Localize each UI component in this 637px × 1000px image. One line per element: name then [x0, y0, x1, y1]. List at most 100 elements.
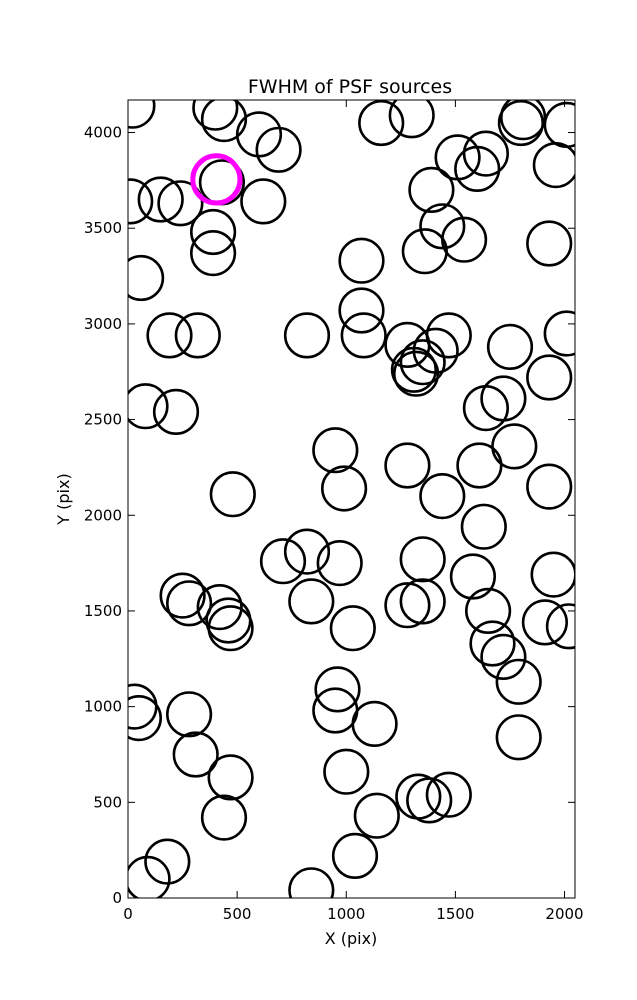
y-axis-label: Y (pix) — [54, 473, 73, 525]
y-tick-label: 2000 — [84, 506, 122, 524]
data-point-36 — [486, 323, 534, 371]
y-tick-label: 1500 — [84, 602, 122, 620]
data-point-87 — [200, 794, 248, 841]
data-point-40 — [390, 346, 438, 393]
data-point-57 — [283, 528, 331, 575]
data-point-62 — [159, 572, 206, 619]
data-point-19 — [240, 178, 287, 225]
data-point-29 — [338, 287, 385, 334]
data-point-71 — [329, 605, 376, 652]
data-point-76 — [495, 658, 542, 705]
data-point-88 — [353, 792, 400, 839]
data-point-83 — [172, 731, 219, 778]
data-point-69 — [399, 578, 446, 625]
data-point-8 — [497, 100, 544, 147]
chart-title: FWHM of PSF sources — [248, 76, 452, 98]
data-point-24 — [526, 220, 573, 267]
data-point-53 — [209, 471, 256, 518]
data-point-56 — [259, 538, 307, 585]
data-point-58 — [316, 539, 363, 587]
data-point-7 — [388, 100, 435, 139]
data-point-33 — [283, 312, 331, 359]
data-point-49 — [321, 465, 368, 512]
data-point-1 — [128, 100, 156, 129]
data-point-15 — [128, 178, 154, 225]
y-tick-label: 500 — [93, 793, 122, 811]
data-point-90 — [406, 777, 453, 824]
x-axis-label: X (pix) — [325, 929, 378, 948]
data-point-9 — [500, 100, 547, 141]
data-point-79 — [166, 691, 213, 738]
data-point-17 — [157, 180, 204, 227]
y-axis: 0 500 1000 1500 2000 2500 3000 3500 4000 — [84, 124, 575, 907]
data-point-31 — [146, 312, 193, 359]
data-point-66 — [207, 605, 254, 652]
data-point-3 — [200, 100, 248, 143]
data-point-93 — [144, 838, 191, 885]
data-point-54 — [419, 473, 466, 520]
data-point-94 — [128, 855, 171, 898]
data-point-67 — [288, 578, 335, 625]
data-point-68 — [384, 582, 431, 629]
data-point-78 — [128, 695, 162, 742]
data-point-50 — [384, 442, 431, 489]
data-point-46 — [480, 375, 527, 422]
data-point-37 — [543, 310, 575, 357]
highlight-layer — [190, 153, 243, 206]
data-point-51 — [456, 442, 503, 489]
data-point-12 — [462, 130, 510, 177]
data-point-80 — [314, 666, 361, 713]
y-tick-label: 4000 — [84, 124, 122, 142]
highlighted-source — [190, 153, 243, 206]
data-point-63 — [166, 580, 213, 627]
data-point-86 — [495, 714, 542, 761]
data-point-74 — [469, 620, 516, 667]
data-point-23 — [401, 228, 448, 275]
x-axis: 0 500 1000 1500 2000 — [123, 100, 584, 923]
data-point-42 — [526, 354, 573, 401]
data-point-52 — [526, 463, 573, 510]
data-point-35 — [425, 312, 472, 359]
data-point-21 — [419, 203, 466, 250]
data-point-72 — [521, 599, 569, 646]
x-tick-label: 1000 — [327, 905, 365, 923]
x-tick-label: 500 — [223, 905, 252, 923]
y-tick-label: 0 — [112, 889, 122, 907]
data-point-64 — [196, 583, 243, 631]
data-point-20 — [408, 166, 455, 213]
plot-frame — [127, 99, 576, 899]
data-point-91 — [425, 771, 472, 818]
data-point-92 — [331, 832, 379, 880]
data-point-26 — [190, 230, 237, 277]
data-point-28 — [338, 237, 385, 284]
data-point-16 — [137, 176, 184, 223]
data-point-73 — [545, 603, 575, 650]
data-point-32 — [174, 312, 221, 359]
data-point-44 — [152, 388, 200, 436]
data-point-95 — [288, 867, 335, 898]
data-point-5 — [255, 126, 302, 173]
data-point-14 — [532, 142, 575, 189]
data-point-25 — [190, 208, 237, 256]
y-tick-label: 2500 — [84, 411, 122, 429]
y-tick-label: 3500 — [84, 219, 122, 237]
y-tick-label: 1000 — [84, 698, 122, 716]
y-tick-label: 3000 — [84, 315, 122, 333]
data-point-84 — [207, 754, 254, 801]
data-point-85 — [323, 748, 370, 795]
data-point-41 — [393, 350, 440, 397]
data-point-55 — [460, 503, 507, 550]
data-point-43 — [128, 383, 169, 430]
data-point-60 — [449, 553, 497, 600]
data-point-27 — [128, 254, 165, 302]
marker-layer — [128, 100, 575, 898]
data-point-48 — [312, 427, 359, 474]
data-point-13 — [454, 145, 501, 192]
x-tick-label: 1500 — [436, 905, 474, 923]
data-point-2 — [192, 100, 239, 131]
x-tick-label: 0 — [123, 905, 133, 923]
data-point-82 — [351, 700, 398, 748]
data-point-61 — [530, 551, 575, 598]
data-point-75 — [480, 633, 527, 681]
